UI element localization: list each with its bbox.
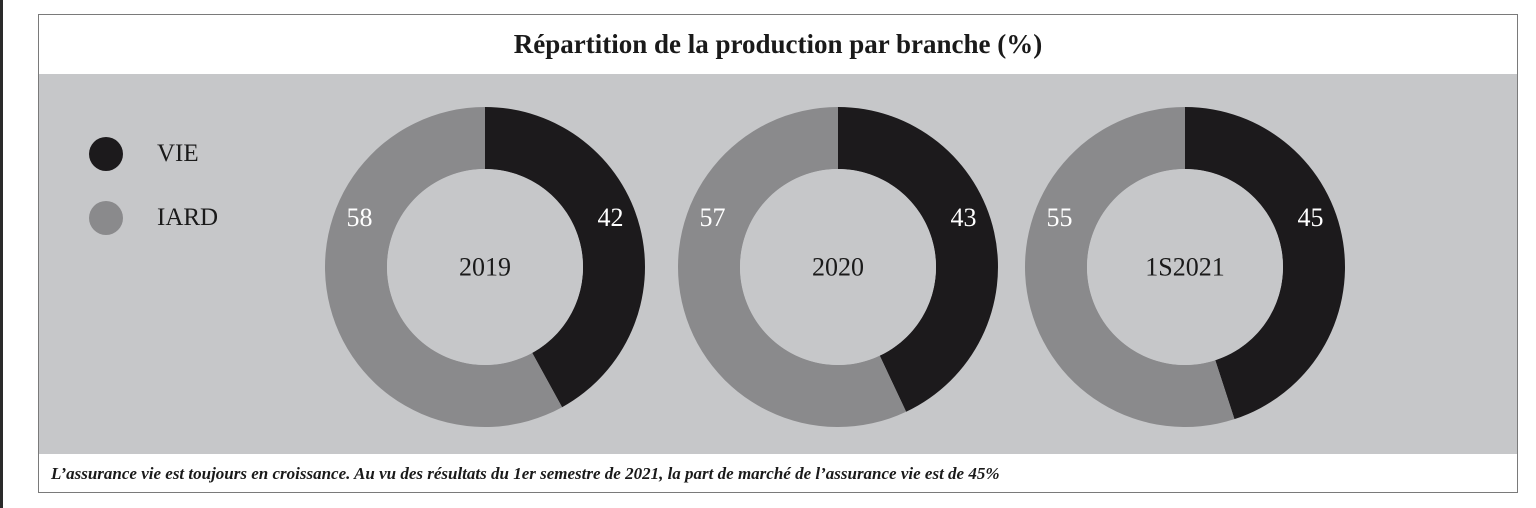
left-margin-rule: [0, 0, 3, 508]
donut-1-hole: [740, 169, 936, 365]
legend-swatch-iard: [89, 201, 123, 235]
donut-1-slice-vie: [838, 107, 998, 412]
donut-0-center-label: 2019: [459, 253, 511, 282]
chart-caption: L’assurance vie est toujours en croissan…: [51, 464, 1000, 483]
donut-2-center-label: 1S2021: [1145, 253, 1224, 282]
legend-label-vie: VIE: [157, 140, 199, 167]
donut-2-hole: [1087, 169, 1283, 365]
legend-swatch-vie: [89, 137, 123, 171]
donut-2-slice-iard: [1025, 107, 1235, 427]
donut-2-value-vie: 45: [1298, 203, 1324, 232]
donut-1-value-vie: 43: [951, 203, 977, 232]
legend-label-iard: IARD: [157, 204, 219, 231]
donut-charts: 42 58 2019 43 57 2020 45 55 1S2021: [324, 107, 1345, 427]
donut-2-value-iard: 55: [1046, 203, 1072, 232]
donut-1-center-label: 2020: [812, 253, 864, 282]
chart-panel: VIE IARD 42 58 2019 43 57 2020 45 55 1S2021: [39, 74, 1517, 454]
donut-1-slice-iard: [678, 107, 907, 427]
chart-frame: Répartition de la production par branche…: [38, 14, 1518, 493]
donut-0-value-vie: 42: [598, 203, 624, 232]
donut-0-slice-vie: [485, 107, 645, 408]
donut-0-slice-iard: [324, 107, 563, 427]
donut-2-slice-vie: [1185, 107, 1345, 420]
donut-0-value-iard: 58: [346, 203, 372, 232]
donut-0-hole: [387, 169, 583, 365]
donut-1-value-iard: 57: [699, 203, 725, 232]
chart-title: Répartition de la production par branche…: [513, 29, 1043, 59]
